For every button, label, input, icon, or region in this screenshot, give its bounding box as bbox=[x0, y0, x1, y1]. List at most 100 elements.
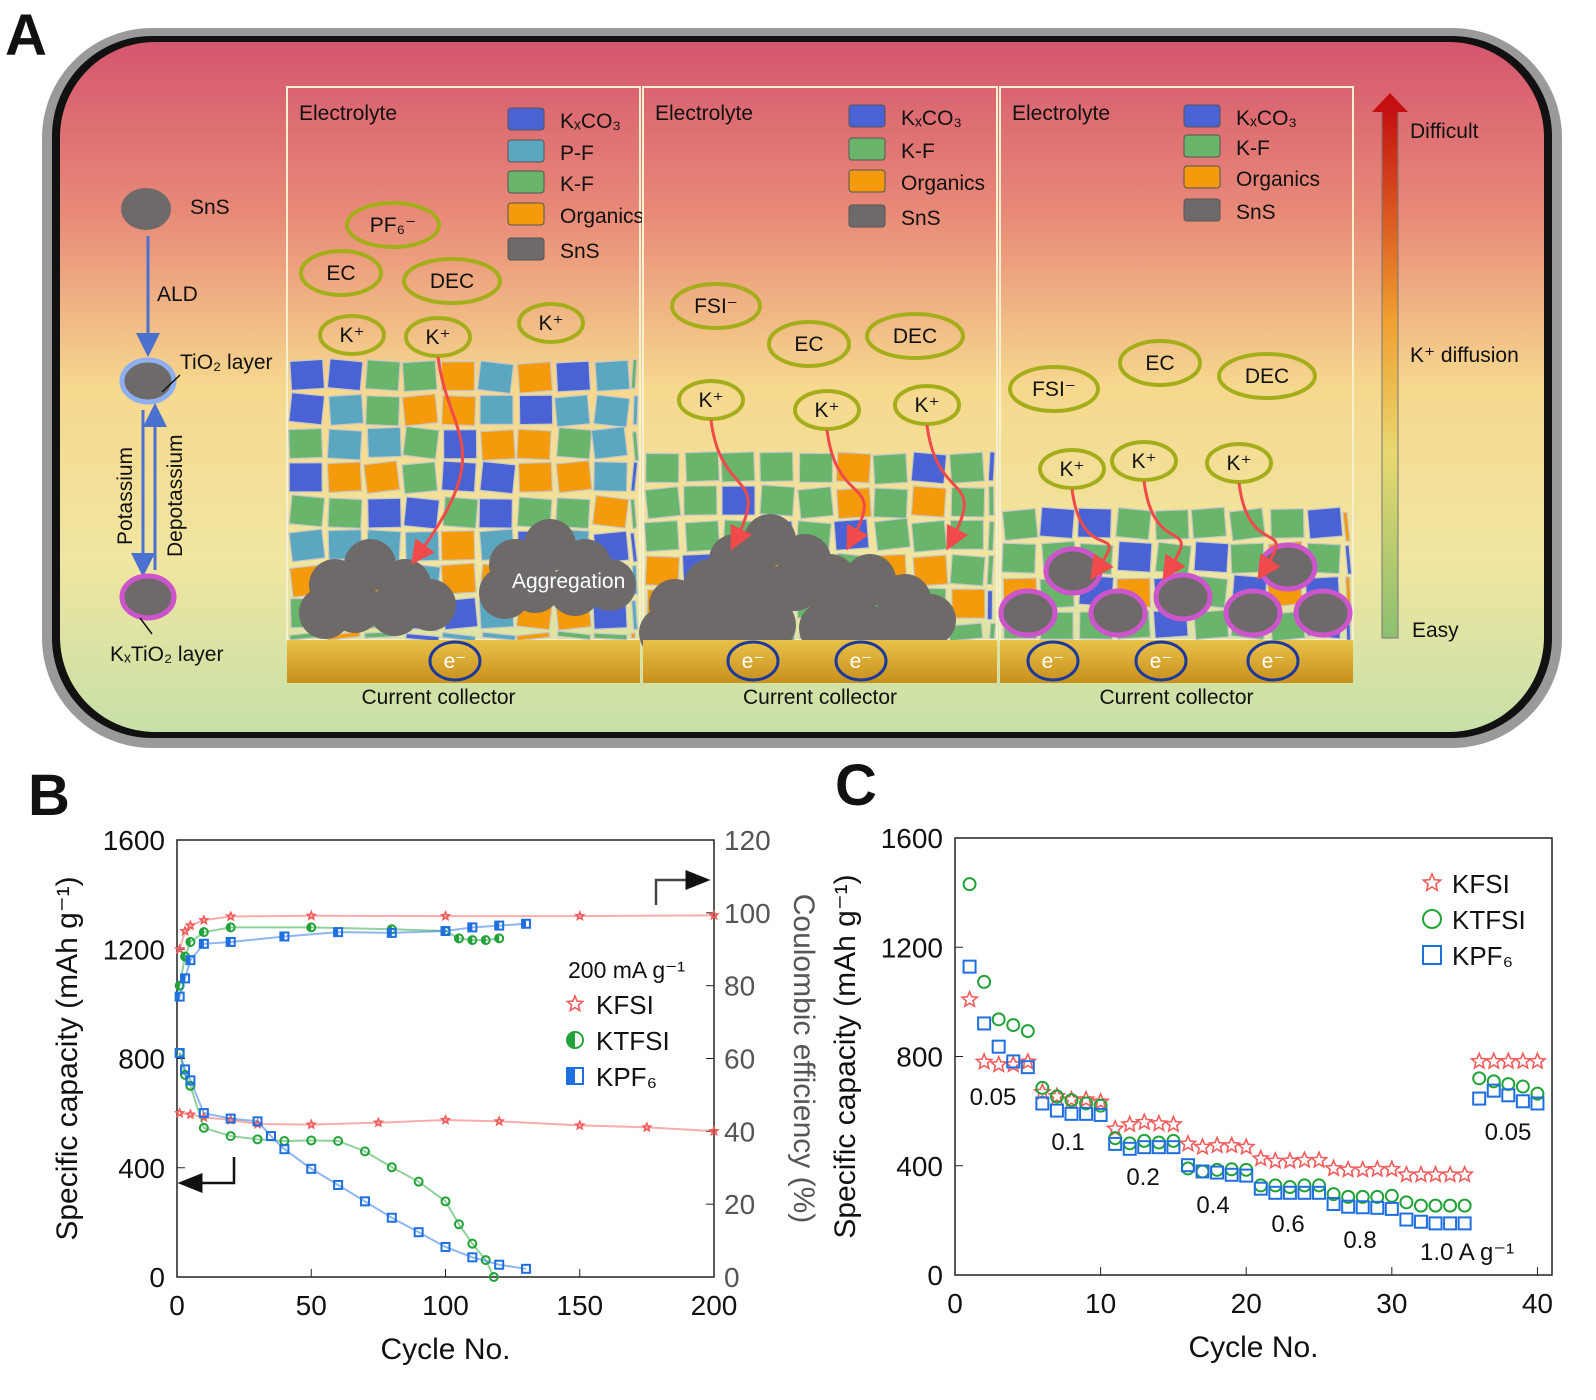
data-point-half-square bbox=[225, 936, 236, 947]
data-point-star bbox=[1396, 1164, 1416, 1183]
sei-fragment bbox=[401, 393, 439, 427]
sei-fragment bbox=[555, 459, 593, 494]
diffusion-scale: Difficult K⁺ diffusion Easy bbox=[1372, 93, 1519, 642]
legend-label: KₓCO₃ bbox=[901, 107, 962, 130]
rate-label: 1.0 A g⁻¹ bbox=[1420, 1239, 1514, 1266]
ion-ring bbox=[345, 201, 441, 249]
data-point-square bbox=[1180, 1158, 1195, 1173]
sei-fragment bbox=[948, 451, 986, 484]
data-point-half-circle bbox=[198, 927, 209, 938]
data-point-circle bbox=[1413, 1198, 1428, 1213]
sei-fragment bbox=[684, 520, 721, 553]
data-point-square bbox=[1443, 1216, 1458, 1231]
capacity-line bbox=[178, 1052, 527, 1270]
data-point-half-circle bbox=[494, 933, 505, 944]
sei-fragment bbox=[1269, 508, 1305, 540]
y-tick-label: 800 bbox=[896, 1042, 943, 1073]
panel-a-schematic: SnS ALD TiO₂ layer Potassium Depotassium… bbox=[42, 28, 1562, 748]
sei-fragment bbox=[632, 395, 639, 426]
ion-label: DEC bbox=[893, 325, 937, 348]
current-collector bbox=[643, 640, 997, 683]
electron-label: e⁻ bbox=[1262, 650, 1285, 673]
sei-fragment bbox=[1344, 544, 1353, 576]
data-point-circle bbox=[1093, 1098, 1108, 1113]
sei-fragment bbox=[629, 498, 638, 530]
potassium-label: Potassium bbox=[114, 447, 137, 545]
data-point-square bbox=[1413, 1214, 1428, 1229]
data-point-square bbox=[1108, 1136, 1123, 1151]
ald-label: ALD bbox=[157, 283, 198, 306]
sei-fragment bbox=[518, 394, 554, 426]
sei-fragment bbox=[367, 497, 402, 529]
data-point-square bbox=[1210, 1165, 1225, 1180]
data-point-star bbox=[1018, 1051, 1038, 1071]
k-ion-path-arrow-icon bbox=[709, 419, 753, 551]
y2-tick-label: 20 bbox=[724, 1189, 755, 1220]
sei-fragment bbox=[593, 632, 628, 641]
data-point-half-square bbox=[174, 991, 185, 1002]
rate-label: 0.4 bbox=[1196, 1192, 1229, 1219]
ion-label: EC bbox=[794, 333, 823, 356]
legend-label: KTFSI bbox=[596, 1026, 670, 1056]
data-point-half-circle bbox=[306, 922, 317, 933]
legend-label: KₓCO₃ bbox=[1236, 107, 1297, 130]
ion-label: EC bbox=[326, 262, 355, 285]
ion-label: K⁺ bbox=[814, 399, 839, 422]
legend-swatch-kco bbox=[1183, 104, 1221, 128]
data-point-square bbox=[1166, 1140, 1181, 1155]
data-point-circle bbox=[1384, 1188, 1399, 1203]
data-point-square bbox=[1515, 1094, 1530, 1109]
data-point-star bbox=[1222, 1135, 1242, 1154]
electrolyte-label: Electrolyte bbox=[1012, 102, 1110, 125]
data-point-half-circle bbox=[225, 922, 236, 933]
data-point-circle bbox=[1428, 1198, 1443, 1213]
sei-fragment bbox=[592, 461, 628, 493]
electron-label: e⁻ bbox=[1042, 650, 1065, 673]
data-point-square bbox=[991, 1039, 1006, 1054]
data-point-square bbox=[1297, 1185, 1312, 1200]
data-point-star bbox=[1382, 1159, 1402, 1178]
data-point-square bbox=[1253, 1181, 1268, 1196]
sei-fragment bbox=[401, 359, 438, 393]
arrow-up-icon bbox=[1372, 93, 1408, 112]
data-point-square bbox=[1312, 1185, 1327, 1200]
sei-fragment bbox=[481, 631, 517, 642]
sei-fragment bbox=[516, 361, 554, 394]
legend-label: K-F bbox=[560, 173, 594, 196]
panel-label-b: B bbox=[28, 763, 70, 828]
y2-tick-label: 0 bbox=[724, 1262, 740, 1293]
data-point-circle bbox=[1064, 1093, 1079, 1108]
legend-label: P-F bbox=[560, 142, 594, 165]
data-point-star bbox=[439, 910, 452, 921]
data-point-star bbox=[1469, 1051, 1489, 1070]
tio2-coated-sns-particle bbox=[1088, 588, 1148, 638]
ion-label: FSI⁻ bbox=[694, 295, 738, 318]
legend-label: KPF₆ bbox=[1452, 941, 1513, 971]
sei-fragment bbox=[833, 518, 870, 552]
sei-fragment bbox=[630, 358, 638, 390]
x-tick-label: 100 bbox=[422, 1290, 469, 1321]
k-diffusion-label: K⁺ diffusion bbox=[1410, 344, 1519, 367]
sei-fragment bbox=[1154, 541, 1192, 576]
data-point-square bbox=[333, 1179, 344, 1190]
sei-fragment bbox=[721, 485, 756, 516]
data-point-star bbox=[305, 909, 318, 921]
data-point-circle bbox=[1457, 1198, 1472, 1213]
data-point-star bbox=[1105, 1118, 1125, 1138]
sns-aggregate bbox=[479, 519, 636, 619]
k-ion-path-arrow-icon bbox=[825, 429, 869, 551]
legend-swatch-kf bbox=[1183, 134, 1221, 158]
sei-fragment bbox=[683, 485, 718, 516]
electrode-box-1: Electrolyte KₓCO₃ P-F K-F Organics SnS Aggrega… bbox=[286, 86, 644, 709]
sei-fragment bbox=[835, 451, 872, 484]
sei-fragment bbox=[326, 428, 363, 461]
data-point-half-square bbox=[279, 931, 290, 942]
series-kpf bbox=[174, 918, 532, 1274]
data-point-square bbox=[386, 1212, 397, 1223]
data-point-square bbox=[252, 1116, 263, 1127]
legend-swatch-organics bbox=[848, 169, 886, 193]
rate-label: 0.05 bbox=[970, 1084, 1017, 1111]
data-point-square bbox=[440, 1241, 451, 1252]
data-point-half-circle bbox=[453, 933, 464, 944]
